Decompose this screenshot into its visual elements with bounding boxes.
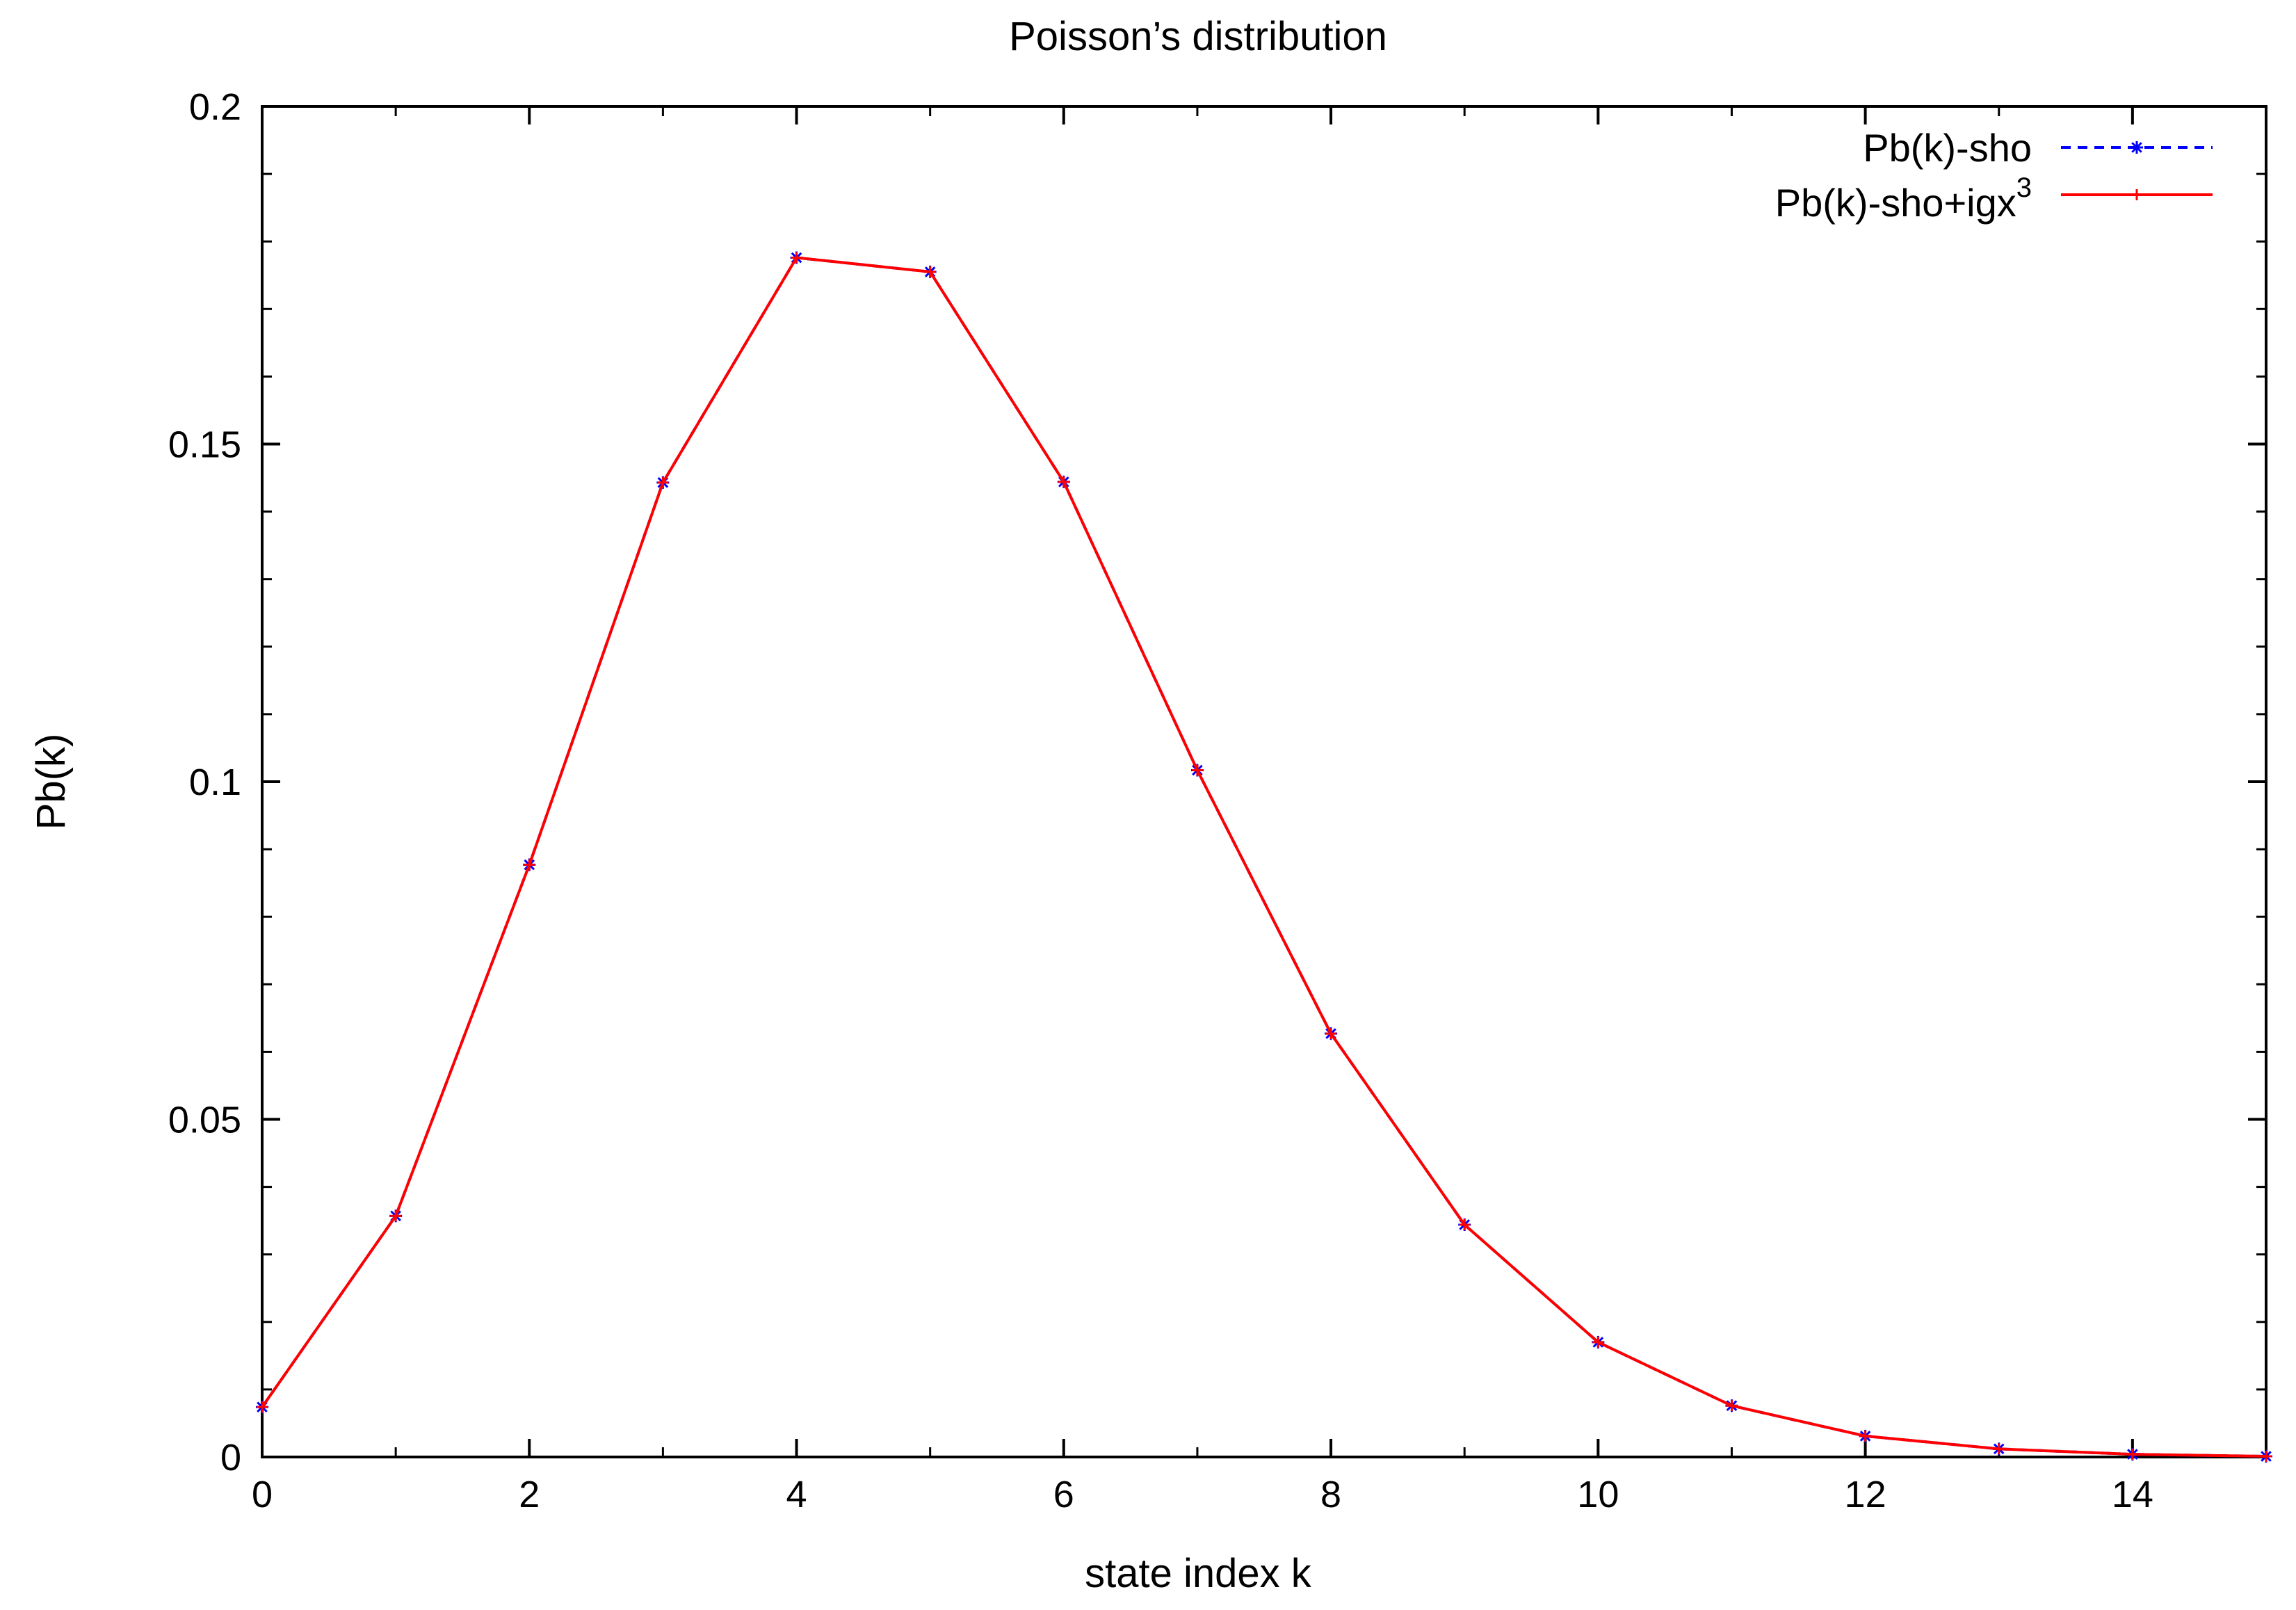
series-point-plus [924, 266, 936, 277]
series-point-plus [1993, 1443, 2005, 1455]
series-point-plus [1325, 1028, 1337, 1040]
chart-title: Poisson’s distribution [1009, 14, 1387, 59]
legend-star-marker [2131, 141, 2143, 154]
legend-label-igx-base: Pb(k)-sho+igx [1775, 181, 2016, 225]
series-point-plus [2261, 1451, 2272, 1463]
plot-frame [261, 105, 2267, 1458]
y-tick-label: 0.15 [168, 424, 241, 466]
x-tick-label: 14 [2112, 1474, 2153, 1515]
series-point-plus [1459, 1218, 1471, 1230]
series-point-plus [524, 859, 535, 871]
x-tick-label: 2 [519, 1474, 540, 1515]
legend-label-igx-sup: 3 [2016, 172, 2032, 203]
series-point-plus [2126, 1449, 2138, 1460]
x-tick-label: 6 [1053, 1474, 1074, 1515]
legend-plus-marker [2131, 189, 2142, 200]
y-tick-label: 0.1 [189, 762, 241, 803]
x-tick-label: 10 [1577, 1474, 1619, 1515]
x-tick-label: 4 [786, 1474, 807, 1515]
series-1 [257, 252, 2272, 1463]
legend: Pb(k)-sho Pb(k)-sho+igx3 [1775, 126, 2213, 225]
legend-label-sho: Pb(k)-sho [1863, 126, 2032, 170]
tick-labels: 0 2 4 6 8 10 12 14 0 0.05 0.1 0.15 0.2 [168, 86, 2153, 1515]
y-tick-label: 0.05 [168, 1100, 241, 1141]
series-point-plus [1592, 1336, 1604, 1348]
series-point-plus [1859, 1430, 1871, 1442]
x-tick-label: 8 [1320, 1474, 1341, 1515]
y-tick-label: 0.2 [189, 86, 241, 128]
series-point-plus [1726, 1400, 1738, 1412]
series-layer [256, 251, 2272, 1463]
series-point-plus [390, 1210, 402, 1222]
y-tick-label: 0 [220, 1437, 241, 1479]
legend-marker-igx [2131, 189, 2142, 200]
series-line-1 [261, 256, 2267, 1458]
x-tick-label: 0 [252, 1474, 273, 1515]
series-point-plus [1058, 476, 1069, 488]
series-point-plus [791, 252, 802, 264]
x-axis-label: state index k [1085, 1551, 1312, 1596]
series-point-plus [257, 1401, 268, 1413]
legend-label-igx: Pb(k)-sho+igx3 [1775, 172, 2032, 225]
x-tick-label: 12 [1845, 1474, 1886, 1515]
series-point-plus [1191, 764, 1203, 776]
series-point-plus [657, 476, 669, 488]
legend-marker-sho [2131, 141, 2143, 154]
y-axis-label: Pb(k) [29, 734, 74, 830]
